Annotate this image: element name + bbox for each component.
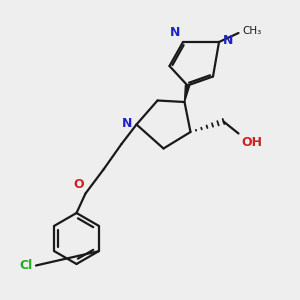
Text: N: N <box>223 34 233 47</box>
Text: CH₃: CH₃ <box>242 26 261 37</box>
Polygon shape <box>184 85 190 102</box>
Text: Cl: Cl <box>19 259 32 272</box>
Text: OH: OH <box>242 136 262 149</box>
Text: N: N <box>122 116 132 130</box>
Text: O: O <box>74 178 84 190</box>
Text: N: N <box>170 26 181 39</box>
